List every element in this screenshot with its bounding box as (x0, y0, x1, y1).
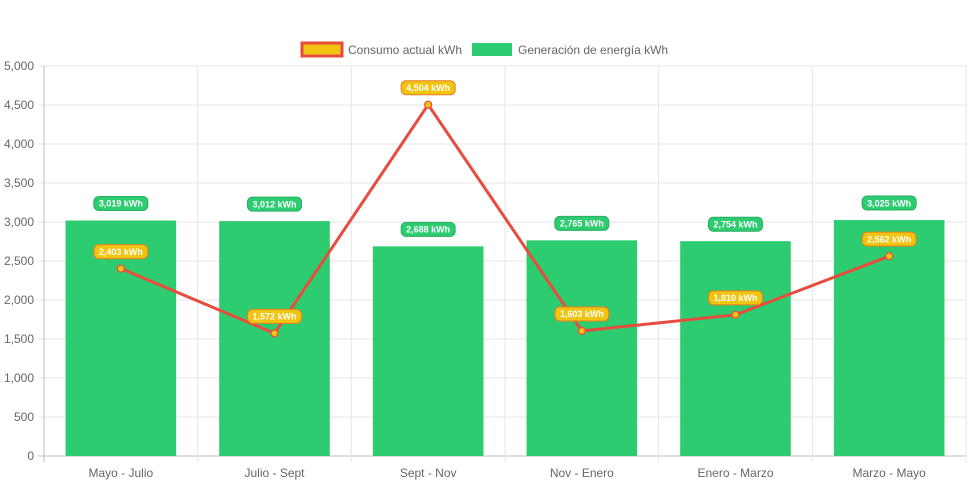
x-tick-label: Mayo - Julio (88, 466, 153, 480)
legend-swatch-consumo (300, 41, 344, 58)
y-tick-label: 3,500 (4, 176, 34, 190)
y-axis: 0 500 1,000 1,500 2,000 2,500 3,000 3,500 4,000 4… (4, 59, 34, 463)
data-label-generacion-text: 3,012 kWh (252, 199, 296, 209)
data-label-consumo-text: 2,403 kWh (99, 247, 143, 257)
data-label-generacion: 2,688 kWh (400, 221, 456, 237)
data-label-generacion: 3,025 kWh (861, 195, 917, 211)
x-tick-label: Marzo - Mayo (852, 466, 926, 480)
data-label-consumo-bg (554, 306, 610, 322)
data-label-consumo: 1,810 kWh (708, 290, 763, 306)
y-tick-label: 2,000 (4, 293, 34, 307)
point-consumo[interactable] (424, 100, 433, 109)
point-consumo[interactable] (885, 252, 894, 261)
data-label-generacion: 3,012 kWh (247, 196, 302, 212)
data-label-consumo-bg (400, 80, 456, 96)
point-consumo[interactable] (731, 310, 740, 319)
grid (38, 65, 967, 462)
data-label-generacion: 2,754 kWh (708, 216, 763, 232)
data-label-consumo: 1,603 kWh (554, 306, 610, 322)
data-label-generacion-text: 2,688 kWh (406, 225, 450, 235)
y-tick-label: 4,000 (4, 137, 34, 151)
data-label-generacion-bg (93, 196, 149, 212)
x-tick-label: Enero - Marzo (697, 466, 773, 480)
bar-generacion[interactable] (372, 246, 484, 456)
legend-label-generacion: Generación de energía kWh (518, 43, 668, 57)
y-tick-label: 0 (27, 449, 34, 463)
data-label-generacion-bg (861, 195, 917, 211)
data-label-consumo-text: 1,572 kWh (252, 312, 296, 322)
data-label-consumo-text: 1,603 kWh (560, 309, 604, 319)
y-tick-label: 1,000 (4, 371, 34, 385)
legend: Consumo actual kWh Generación de energía… (300, 41, 668, 58)
data-labels: 3,019 kWh 3,012 kWh 2,688 kWh 2,765 kWh 2,75… (93, 80, 917, 324)
x-axis: Mayo - Julio Julio - Sept Sept - Nov Nov - … (88, 466, 926, 480)
data-label-generacion-text: 3,025 kWh (867, 198, 911, 208)
data-label-generacion: 2,765 kWh (554, 215, 610, 231)
x-tick-label: Nov - Enero (550, 466, 614, 480)
bar-generacion[interactable] (680, 241, 791, 456)
data-label-consumo: 1,572 kWh (247, 308, 302, 324)
y-tick-label: 2,500 (4, 254, 34, 268)
data-label-consumo-bg (708, 290, 763, 306)
line-consumo (120, 103, 890, 335)
point-consumo[interactable] (116, 264, 125, 273)
data-label-generacion-text: 2,754 kWh (713, 219, 757, 229)
data-label-generacion-bg (708, 216, 763, 232)
data-label-consumo: 4,504 kWh (400, 80, 456, 96)
data-label-consumo: 2,562 kWh (861, 231, 917, 247)
y-tick-label: 5,000 (4, 59, 34, 73)
line-series-consumo (116, 100, 894, 338)
y-tick-label: 500 (14, 410, 34, 424)
y-tick-label: 4,500 (4, 98, 34, 112)
data-label-consumo: 2,403 kWh (93, 244, 149, 260)
bar-generacion[interactable] (219, 221, 330, 456)
point-consumo[interactable] (270, 329, 279, 338)
legend-label-consumo: Consumo actual kWh (348, 43, 462, 57)
bar-generacion[interactable] (65, 220, 177, 456)
data-label-consumo-text: 4,504 kWh (406, 83, 450, 93)
legend-item-generacion[interactable]: Generación de energía kWh (472, 43, 668, 57)
data-label-generacion-bg (400, 221, 456, 237)
data-label-consumo-bg (93, 244, 149, 260)
y-tick-label: 3,000 (4, 215, 34, 229)
data-label-consumo-bg (861, 231, 917, 247)
data-label-generacion-bg (247, 196, 302, 212)
data-label-generacion-text: 3,019 kWh (99, 199, 143, 209)
data-label-consumo-bg (247, 308, 302, 324)
legend-item-consumo[interactable]: Consumo actual kWh (300, 41, 462, 58)
point-consumo[interactable] (577, 326, 586, 336)
data-label-consumo-text: 1,810 kWh (713, 293, 757, 303)
bars-series-generacion (65, 220, 945, 456)
legend-swatch-generacion (472, 43, 512, 56)
data-label-generacion-text: 2,765 kWh (560, 219, 604, 229)
y-tick-label: 1,500 (4, 332, 34, 346)
data-label-generacion-bg (554, 215, 610, 231)
data-label-consumo-text: 2,562 kWh (867, 234, 911, 244)
x-tick-label: Julio - Sept (244, 466, 305, 480)
data-label-generacion: 3,019 kWh (93, 196, 149, 212)
x-tick-label: Sept - Nov (400, 466, 457, 480)
